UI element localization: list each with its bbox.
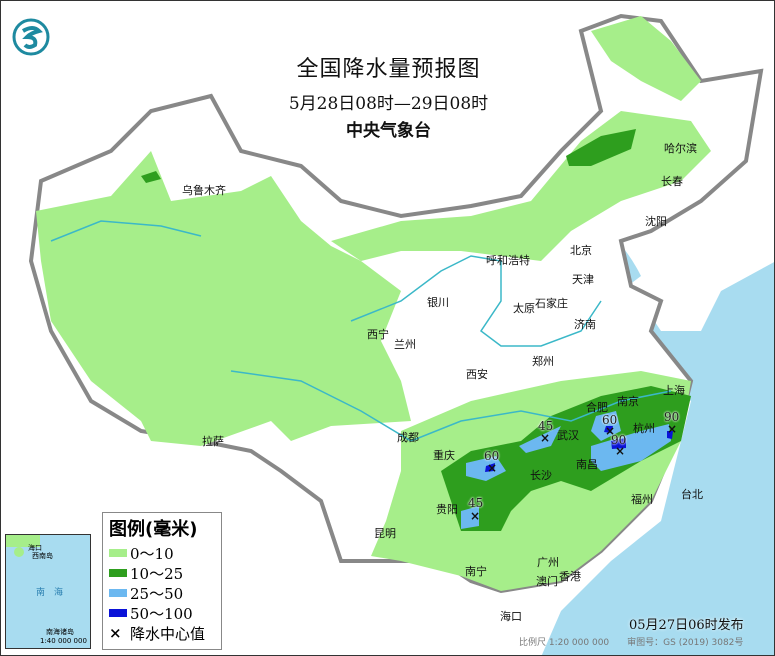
city-label: 贵阳 <box>436 503 458 516</box>
city-label: 广州 <box>537 556 559 569</box>
city-label: 西宁 <box>367 328 389 341</box>
map-title: 全国降水量预报图 <box>296 57 481 82</box>
inset-islands-label: 南海诸岛 <box>46 628 74 636</box>
city-label: 郑州 <box>532 355 554 368</box>
map-footer: 比例尺 1:20 000 000 审图号：GS (2019) 3082号 <box>519 638 744 648</box>
organization: 中央气象台 <box>346 121 431 141</box>
south-china-sea-inset: 海口 西南岛 南 海 南海诸岛 1:40 000 000 <box>5 534 91 649</box>
rain-10-25-north <box>566 129 636 166</box>
legend-label: 降水中心值 <box>130 624 206 643</box>
legend-label: 0～10 <box>130 544 174 563</box>
rain-0-10-northeast <box>591 16 701 101</box>
rain-0-10-west <box>36 151 411 446</box>
legend-label: 50～100 <box>130 604 193 623</box>
inset-land <box>6 535 40 547</box>
city-label: 重庆 <box>433 449 455 462</box>
center-value: 60 <box>484 449 500 463</box>
issue-time: 05月27日06时发布 <box>629 618 744 633</box>
legend-item: 50～100 <box>109 603 215 623</box>
legend-title: 图例(毫米) <box>109 519 198 540</box>
city-label: 上海 <box>663 384 685 397</box>
city-label: 昆明 <box>374 527 396 540</box>
legend: 图例(毫米) 0～10 10～25 25～50 50～100 × 降水中心值 <box>102 512 222 650</box>
center-mark: × <box>540 431 551 445</box>
city-label: 福州 <box>631 493 653 506</box>
city-label: 台北 <box>681 488 703 501</box>
center-mark: × <box>667 422 678 436</box>
center-value: 90 <box>611 433 627 447</box>
city-label: 西安 <box>466 368 488 381</box>
city-label: 天津 <box>572 273 594 286</box>
city-label: 南京 <box>617 395 639 408</box>
tarim-river <box>50 220 202 242</box>
city-label: 拉萨 <box>202 435 224 448</box>
city-label: 南宁 <box>465 565 487 578</box>
center-value: 90 <box>664 410 680 424</box>
city-label: 沈阳 <box>645 215 667 228</box>
sea <box>541 251 774 655</box>
city-label: 太原 <box>513 302 535 315</box>
legend-item: × 降水中心值 <box>109 623 215 643</box>
center-value: 45 <box>468 496 484 510</box>
city-label: 银川 <box>427 296 449 309</box>
inset-island: 西南岛 <box>32 552 53 560</box>
city-label: 北京 <box>570 244 592 257</box>
yangtze-river <box>230 370 672 442</box>
city-label: 澳门 <box>536 575 558 588</box>
inset-scale: 1:40 000 000 <box>40 637 87 645</box>
city-label: 合肥 <box>586 401 608 414</box>
center-mark: × <box>605 424 616 438</box>
center-mark: × <box>470 509 481 523</box>
city-label: 兰州 <box>394 338 416 351</box>
legend-label: 25～50 <box>130 584 184 603</box>
city-label: 海口 <box>500 610 522 623</box>
legend-symbol: × <box>109 624 122 642</box>
forecast-period: 5月28日08时—29日08时 <box>288 94 489 114</box>
center-mark: × <box>487 461 498 475</box>
city-label: 乌鲁木齐 <box>182 184 226 197</box>
legend-item: 0～10 <box>109 543 215 563</box>
center-mark: × <box>615 444 626 458</box>
rain-10-25-xj <box>141 171 161 183</box>
legend-item: 10～25 <box>109 563 215 583</box>
city-label: 武汉 <box>557 429 579 442</box>
yellow-river <box>350 255 602 347</box>
city-label: 成都 <box>397 431 419 444</box>
inset-sea-label: 南 海 <box>36 588 64 598</box>
cma-logo-icon <box>12 18 50 56</box>
city-label: 南昌 <box>576 458 598 471</box>
inset-city: 海口 <box>28 544 42 552</box>
legend-item: 25～50 <box>109 583 215 603</box>
city-label: 长春 <box>661 175 683 188</box>
center-value: 45 <box>538 419 554 433</box>
inset-hainan <box>14 547 24 557</box>
city-label: 长沙 <box>530 469 552 482</box>
city-label: 呼和浩特 <box>486 254 530 267</box>
city-label: 香港 <box>559 570 581 583</box>
city-label: 杭州 <box>633 422 655 435</box>
center-value: 60 <box>602 413 618 427</box>
city-label: 济南 <box>574 318 596 331</box>
city-label: 哈尔滨 <box>664 142 697 155</box>
rain-10-25 <box>441 386 691 531</box>
city-label: 石家庄 <box>535 297 568 310</box>
legend-label: 10～25 <box>130 564 184 583</box>
